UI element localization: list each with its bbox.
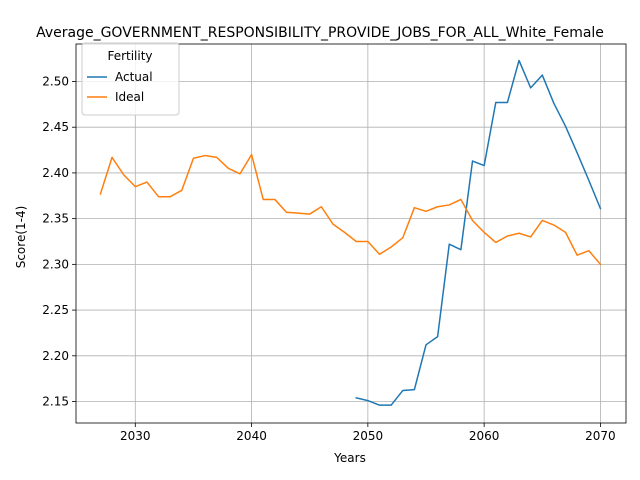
x-axis-label: Years (333, 451, 366, 465)
y-tick-label: 2.20 (42, 349, 69, 363)
y-tick-label: 2.45 (42, 120, 69, 134)
legend-title: Fertility (107, 49, 152, 63)
x-tick-label: 2060 (469, 429, 500, 443)
x-tick-label: 2030 (120, 429, 151, 443)
y-axis-ticks: 2.15 2.20 2.25 2.30 2.35 2.40 2.45 2.50 (42, 74, 76, 409)
y-tick-label: 2.40 (42, 166, 69, 180)
legend-label-actual: Actual (115, 70, 153, 84)
chart-title: Average_GOVERNMENT_RESPONSIBILITY_PROVID… (36, 25, 604, 41)
y-tick-label: 2.25 (42, 303, 69, 317)
y-tick-label: 2.30 (42, 257, 69, 271)
series-line-actual (355, 59, 602, 406)
y-tick-label: 2.50 (42, 74, 69, 88)
plot-frame (75, 43, 627, 424)
y-axis-label: Score(1-4) (14, 206, 28, 269)
series-line-ideal (99, 153, 602, 266)
grid-lines (76, 44, 626, 423)
x-tick-label: 2050 (353, 429, 384, 443)
legend-label-ideal: Ideal (115, 90, 144, 104)
y-tick-label: 2.15 (42, 395, 69, 409)
y-tick-label: 2.35 (42, 212, 69, 226)
x-tick-label: 2070 (585, 429, 616, 443)
x-tick-label: 2040 (236, 429, 267, 443)
x-axis-ticks: 2030 2040 2050 2060 2070 (120, 423, 616, 443)
series-lines (99, 59, 602, 406)
legend: Fertility Actual Ideal (81, 42, 180, 116)
legend-items: Actual Ideal (87, 70, 153, 104)
